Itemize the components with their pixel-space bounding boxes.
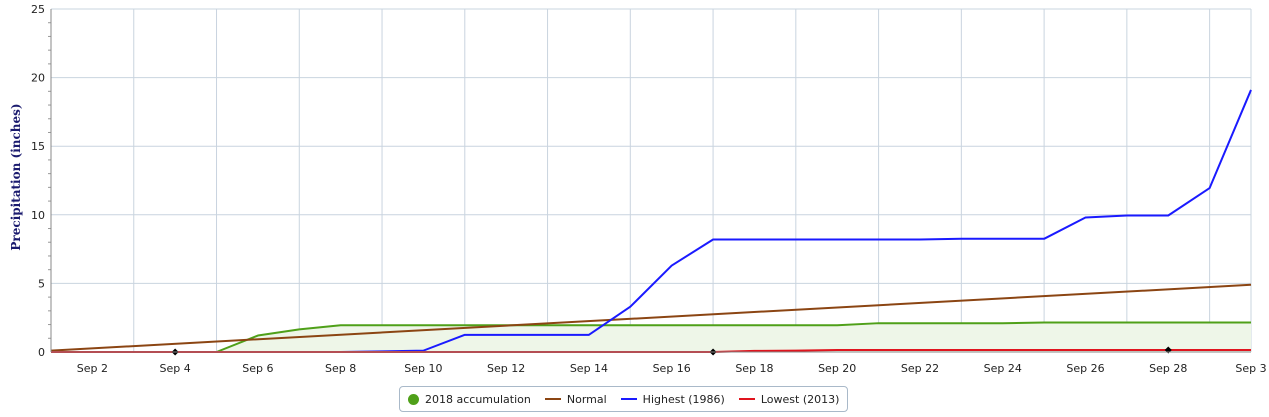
legend-symbol-highest [620,398,637,400]
series-line-2018-accumulation [51,321,1251,353]
legend-symbol-lowest [738,398,755,400]
series-line-normal [50,283,1252,352]
x-tick-label: Sep 12 [487,362,525,375]
x-tick-label: Sep 26 [1066,362,1104,375]
legend-label-lowest: Lowest (2013) [760,392,840,406]
y-tick-label: 20 [31,72,45,85]
legend-label-highest: Highest (1986) [642,392,725,406]
x-tick-label: Sep 3 [1235,362,1266,375]
legend-symbol-2018-accumulation [408,393,419,405]
legend-item-normal[interactable]: Normal [544,392,607,406]
series-line-lowest-2013 [51,348,1251,353]
x-tick-label: Sep 6 [242,362,273,375]
legend-label-normal: Normal [566,392,607,406]
y-tick-label: 5 [38,277,45,290]
legend: 2018 accumulation Normal Highest (1986) … [399,386,849,412]
axis-layer: 0 5 10 15 20 25 Sep 2 Sep 4 Sep 6 Sep 8 Sep 10 Sep … [31,3,1267,375]
y-tick-label: 0 [38,346,45,359]
legend-label-2018-accumulation: 2018 accumulation [425,392,531,406]
x-tick-label: Sep 4 [160,362,191,375]
legend-item-lowest[interactable]: Lowest (2013) [738,392,840,406]
x-tick-label: Sep 20 [818,362,856,375]
series-layer [50,89,1252,356]
y-tick-label: 25 [31,3,45,16]
y-tick-label: 15 [31,140,45,153]
x-tick-label: Sep 8 [325,362,356,375]
x-tick-label: Sep 28 [1149,362,1187,375]
series-area-2018-accumulation [51,322,1251,352]
x-tick-label: Sep 2 [77,362,108,375]
x-tick-label: Sep 10 [404,362,442,375]
x-tick-label: Sep 16 [653,362,691,375]
legend-symbol-normal [544,398,561,400]
x-tick-label: Sep 18 [735,362,773,375]
x-tick-label: Sep 24 [984,362,1022,375]
legend-item-highest[interactable]: Highest (1986) [620,392,725,406]
grid-lines [51,8,1252,353]
precipitation-chart: 0 5 10 15 20 25 Sep 2 Sep 4 Sep 6 Sep 8 Sep 10 Sep … [9,3,1267,375]
y-axis-title: Precipitation (inches) [9,103,23,250]
x-tick-label: Sep 22 [901,362,939,375]
y-tick-label: 10 [31,209,45,222]
x-tick-label: Sep 14 [570,362,608,375]
series-line-highest-1986 [51,89,1252,353]
legend-item-2018-accumulation[interactable]: 2018 accumulation [408,393,531,406]
